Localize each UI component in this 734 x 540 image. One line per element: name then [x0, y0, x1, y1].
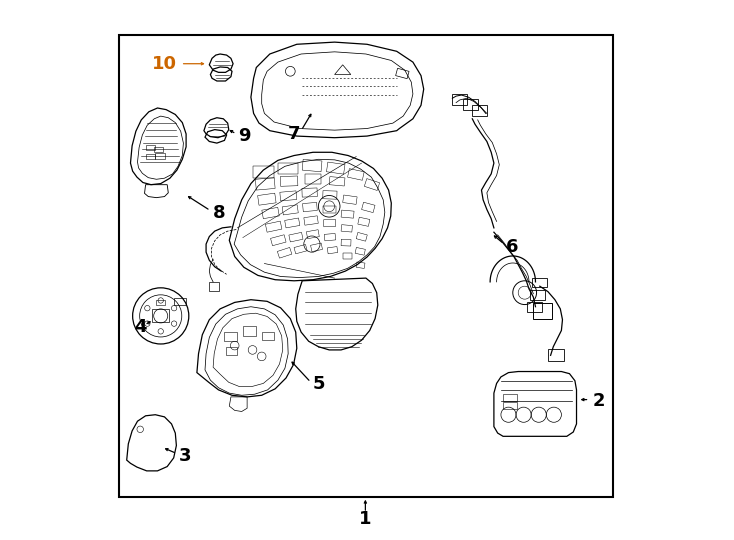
Text: 8: 8: [213, 204, 226, 222]
Bar: [503, 402, 517, 409]
Text: 9: 9: [239, 127, 251, 145]
Bar: [341, 239, 351, 246]
Text: 7: 7: [288, 125, 300, 143]
Bar: [152, 309, 170, 322]
Bar: [302, 188, 317, 197]
Bar: [323, 191, 337, 199]
Bar: [324, 219, 335, 227]
Bar: [357, 217, 370, 226]
Bar: [364, 179, 379, 191]
Bar: [348, 168, 364, 180]
Bar: [282, 205, 298, 215]
Bar: [343, 195, 357, 204]
Text: 6: 6: [506, 238, 519, 256]
Bar: [472, 105, 487, 116]
Bar: [285, 218, 299, 228]
Bar: [529, 290, 545, 300]
Bar: [532, 278, 548, 287]
Bar: [305, 174, 321, 184]
Bar: [355, 247, 366, 255]
Bar: [208, 282, 219, 291]
Bar: [330, 177, 345, 186]
Bar: [252, 166, 274, 178]
Bar: [396, 68, 409, 79]
Bar: [341, 210, 354, 218]
Bar: [503, 394, 517, 401]
Bar: [344, 253, 352, 259]
Bar: [452, 94, 468, 105]
Bar: [262, 332, 274, 340]
Bar: [262, 207, 279, 219]
Bar: [277, 247, 292, 258]
Bar: [153, 147, 164, 152]
Bar: [341, 225, 352, 232]
Bar: [243, 326, 256, 336]
Bar: [119, 35, 613, 497]
Bar: [302, 159, 322, 172]
Bar: [271, 235, 286, 246]
Bar: [327, 162, 345, 174]
Bar: [548, 349, 564, 361]
Bar: [356, 262, 365, 268]
Bar: [302, 202, 317, 212]
Text: 1: 1: [359, 510, 371, 529]
Bar: [145, 145, 156, 150]
Bar: [174, 298, 186, 305]
Bar: [289, 232, 303, 242]
Bar: [224, 332, 237, 341]
Bar: [280, 191, 297, 201]
Bar: [356, 232, 367, 241]
Bar: [294, 245, 308, 254]
Bar: [323, 206, 335, 213]
Bar: [310, 243, 322, 252]
Text: 10: 10: [152, 55, 177, 73]
Bar: [156, 153, 165, 159]
Bar: [255, 178, 275, 190]
Bar: [534, 303, 552, 319]
Bar: [304, 216, 319, 225]
Text: 3: 3: [179, 447, 192, 465]
Bar: [306, 230, 319, 239]
Bar: [258, 193, 276, 205]
Bar: [278, 163, 299, 174]
Bar: [280, 176, 298, 186]
Bar: [156, 300, 165, 305]
Text: 4: 4: [134, 318, 147, 336]
Bar: [327, 247, 338, 254]
Text: 5: 5: [313, 375, 325, 394]
Bar: [324, 233, 335, 241]
Bar: [225, 347, 237, 355]
Bar: [527, 302, 542, 312]
Bar: [463, 99, 479, 110]
Text: 2: 2: [593, 392, 606, 410]
Bar: [266, 221, 282, 232]
Bar: [145, 154, 156, 159]
Bar: [362, 202, 375, 213]
